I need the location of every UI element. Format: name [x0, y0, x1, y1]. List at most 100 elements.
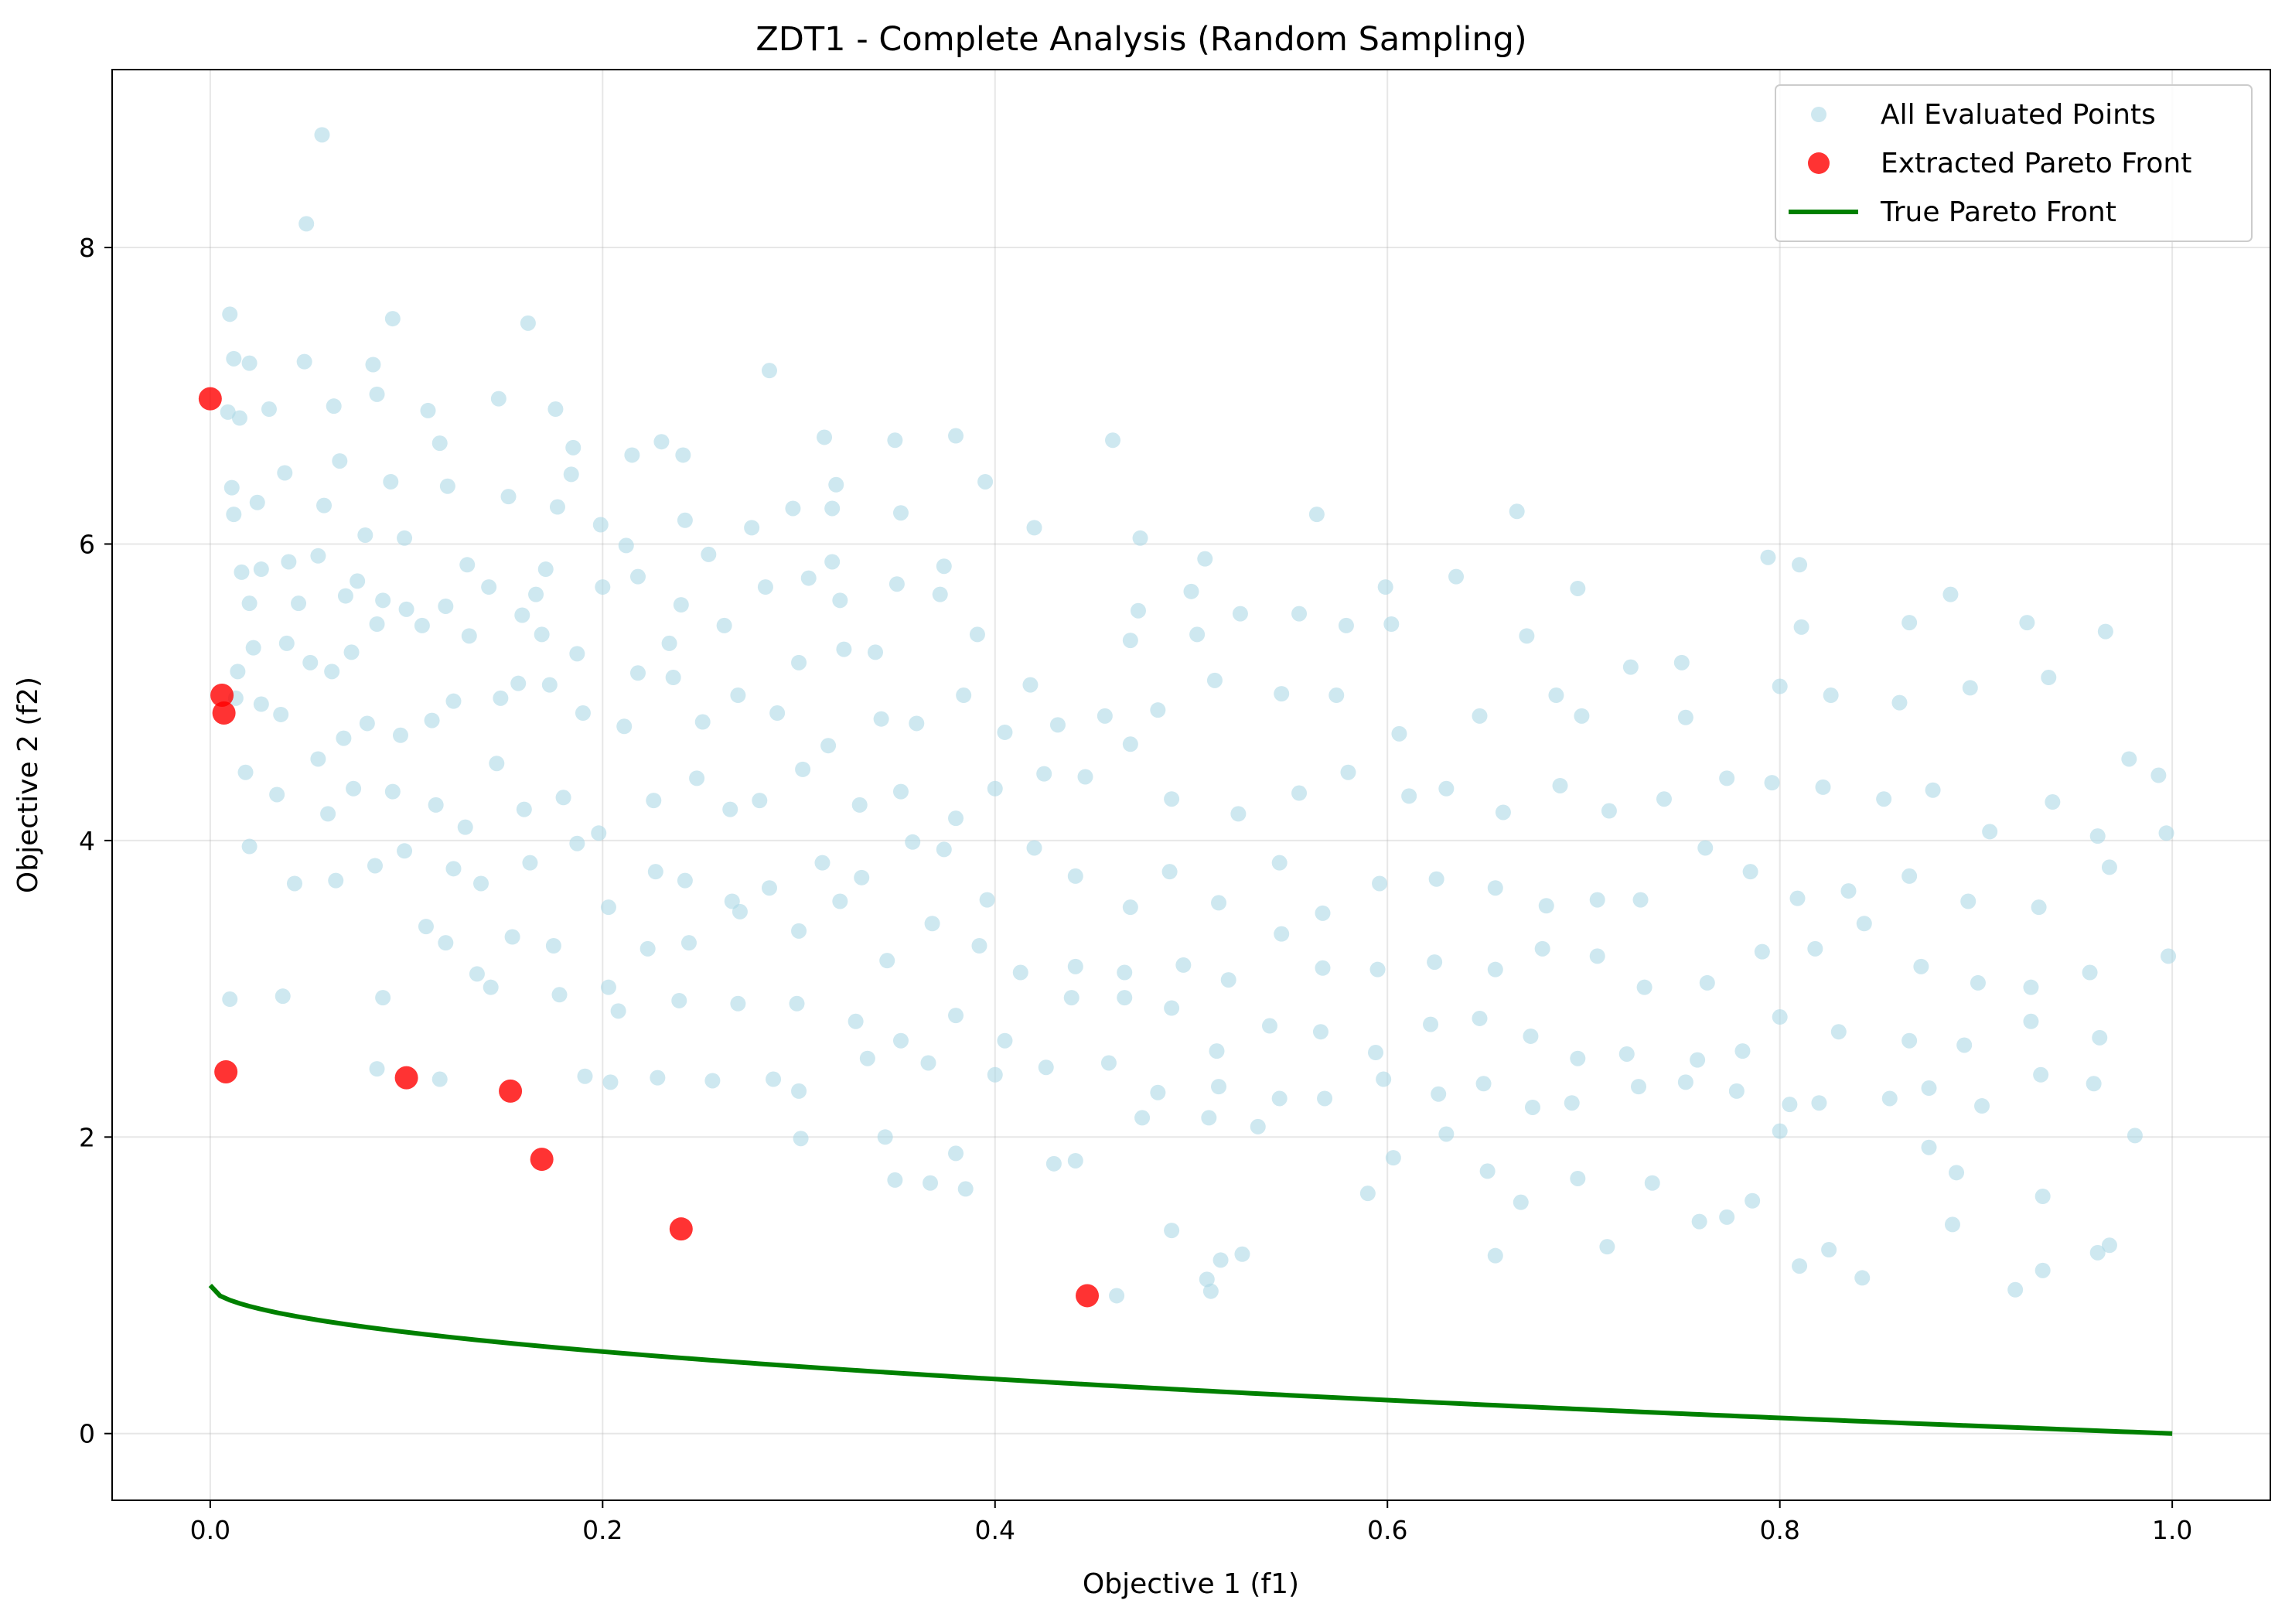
evaluated-point [522, 855, 538, 871]
evaluated-point [545, 938, 561, 954]
evaluated-point [1368, 1045, 1384, 1061]
evaluated-point [1811, 1095, 1827, 1111]
evaluated-point [277, 465, 293, 481]
evaluated-point [326, 398, 342, 415]
evaluated-point [2023, 979, 2039, 995]
evaluated-point [1369, 961, 1386, 977]
legend-box [1775, 84, 2253, 242]
evaluated-point [346, 780, 362, 797]
evaluated-point [1308, 507, 1325, 523]
evaluated-point [814, 855, 831, 871]
evaluated-point [824, 554, 841, 570]
evaluated-point [1719, 770, 1735, 786]
evaluated-point [575, 705, 591, 722]
evaluated-point [241, 838, 258, 855]
evaluated-point [1383, 616, 1400, 632]
evaluated-point [1901, 615, 1918, 631]
evaluated-point [563, 466, 579, 483]
extracted-pareto-point [499, 1079, 523, 1103]
evaluated-point [1734, 1043, 1751, 1059]
evaluated-point [640, 940, 656, 957]
legend: All Evaluated Points Extracted Pareto Fr… [1775, 84, 2253, 242]
evaluated-point [1719, 1209, 1735, 1225]
evaluated-point [500, 489, 517, 505]
evaluated-point [694, 714, 711, 730]
evaluated-point [1632, 892, 1649, 908]
extracted-pareto-point [530, 1148, 554, 1172]
y-axis-label: Objective 2 (f2) [12, 677, 44, 893]
evaluated-point [555, 790, 571, 806]
evaluated-point [1328, 687, 1345, 704]
evaluated-point [2007, 1281, 2024, 1298]
evaluated-point [1012, 964, 1028, 981]
evaluated-point [888, 576, 905, 592]
extracted-pareto-point [198, 387, 222, 411]
evaluated-point [1982, 824, 1998, 840]
evaluated-point [1636, 979, 1652, 995]
evaluated-point [286, 875, 302, 892]
evaluated-point [369, 1061, 385, 1077]
evaluated-point [541, 677, 558, 693]
evaluated-point [892, 783, 909, 800]
evaluated-point [987, 1066, 1003, 1083]
evaluated-point [1232, 606, 1248, 622]
extracted-pareto-point [669, 1217, 693, 1241]
evaluated-point [1524, 1099, 1540, 1115]
evaluated-point [1881, 1090, 1898, 1107]
evaluated-point [1942, 586, 1959, 602]
evaluated-point [923, 1175, 939, 1191]
evaluated-point [1122, 633, 1138, 649]
evaluated-point [1274, 926, 1290, 942]
evaluated-point [1206, 672, 1223, 688]
evaluated-point [1312, 1024, 1328, 1040]
evaluated-point [490, 391, 506, 407]
evaluated-point [1340, 764, 1356, 780]
evaluated-point [1183, 583, 1199, 599]
evaluated-point [1391, 725, 1407, 742]
evaluated-point [948, 1008, 964, 1024]
evaluated-point [1315, 905, 1331, 921]
evaluated-point [1854, 1270, 1871, 1286]
evaluated-point [438, 598, 454, 614]
evaluated-point [2161, 948, 2177, 964]
evaluated-point [1026, 520, 1042, 536]
evaluated-point [2089, 828, 2106, 844]
evaluated-point [1372, 875, 1388, 892]
evaluated-point [1793, 619, 1809, 635]
evaluated-point [665, 670, 681, 686]
evaluated-point [2082, 964, 2098, 981]
evaluated-point [677, 872, 693, 889]
evaluated-point [671, 992, 687, 1008]
evaluated-point [892, 1032, 909, 1049]
evaluated-point [1792, 1258, 1808, 1274]
evaluated-point [791, 1083, 807, 1099]
evaluated-point [1570, 580, 1586, 596]
evaluated-point [397, 843, 413, 859]
evaluated-point [854, 869, 870, 885]
evaluated-point [1063, 990, 1079, 1006]
evaluated-point [817, 429, 833, 445]
evaluated-point [1691, 1213, 1707, 1230]
evaluated-point [1789, 890, 1806, 906]
evaluated-point [1742, 864, 1758, 880]
evaluated-point [220, 404, 236, 420]
evaluated-point [909, 715, 925, 732]
evaluated-point [1656, 791, 1672, 807]
evaluated-point [1974, 1098, 1990, 1114]
evaluated-point [537, 561, 554, 578]
evaluated-point [1209, 1043, 1225, 1059]
evaluated-point [892, 505, 909, 521]
evaluated-point [226, 507, 242, 523]
evaluated-point [1487, 961, 1503, 977]
extracted-pareto-point [214, 1059, 238, 1083]
evaluated-point [791, 923, 807, 939]
evaluated-point [1699, 974, 1715, 991]
evaluated-point [1876, 791, 1892, 807]
evaluated-point [310, 548, 326, 564]
evaluated-point [1401, 788, 1417, 804]
plot-frame [111, 69, 2271, 1501]
evaluated-point [859, 1050, 875, 1066]
evaluated-point [1792, 557, 1808, 573]
evaluated-point [1250, 1118, 1266, 1134]
